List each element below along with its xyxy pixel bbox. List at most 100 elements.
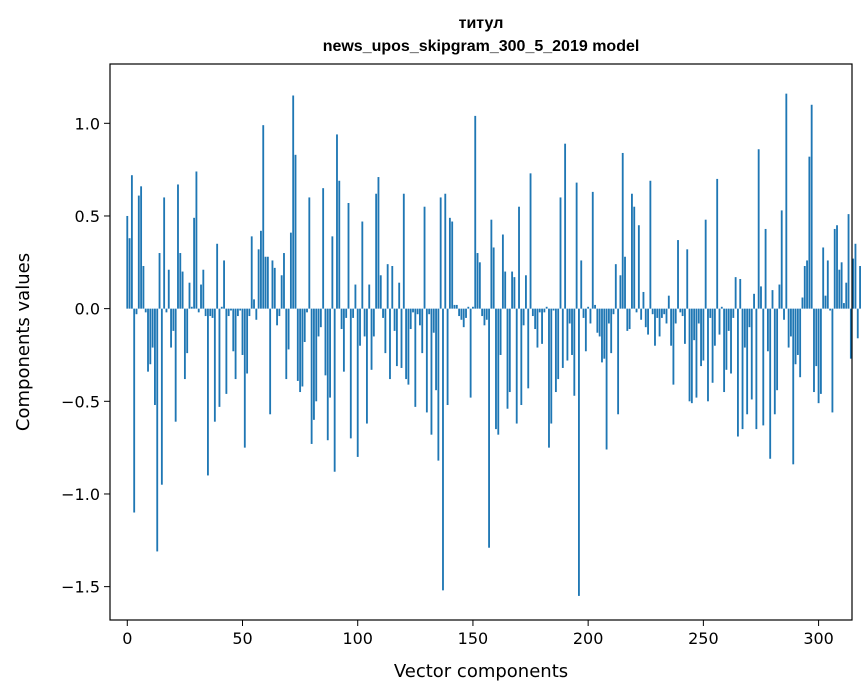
bar-126	[416, 308, 419, 315]
bar-84	[319, 308, 322, 328]
bar-128	[421, 308, 424, 354]
bar-30	[195, 171, 198, 309]
bar-229	[654, 308, 656, 346]
bar-175	[529, 173, 532, 309]
bar-113	[386, 264, 389, 309]
x-tick-label: 0	[122, 629, 132, 648]
bar-67	[280, 275, 283, 309]
bar-23	[179, 253, 182, 309]
bar-270	[748, 308, 751, 328]
bar-38	[213, 308, 216, 422]
bar-111	[382, 308, 384, 318]
bar-159	[492, 247, 495, 309]
y-axis-ticks: −1.5 −1.0 −0.5 0.0 0.5 1.0	[61, 114, 110, 597]
bar-141	[451, 221, 454, 309]
bar-313	[847, 214, 850, 309]
x-tick-label: 50	[232, 629, 252, 648]
bar-160	[495, 308, 497, 430]
bar-208	[605, 308, 608, 450]
bar-71	[289, 232, 292, 309]
bar-149	[469, 308, 472, 398]
bar-140	[448, 217, 451, 309]
bar-143	[455, 304, 458, 309]
bar-223	[640, 308, 643, 320]
bar-239	[677, 240, 679, 309]
bar-318	[859, 266, 861, 309]
bar-4	[135, 308, 138, 315]
bar-118	[398, 282, 401, 309]
bar-265	[737, 308, 739, 437]
bar-263	[732, 308, 735, 318]
bar-16	[163, 197, 166, 309]
bar-43	[225, 308, 228, 394]
bar-166	[508, 308, 511, 393]
bar-46	[232, 308, 235, 352]
bar-122	[407, 308, 410, 385]
bar-64	[273, 267, 276, 309]
bar-20	[172, 308, 175, 331]
bar-186	[554, 308, 557, 393]
bar-112	[384, 308, 387, 354]
bar-5	[137, 195, 140, 309]
bar-58	[260, 230, 262, 309]
bar-244	[688, 308, 691, 402]
bar-253	[709, 308, 712, 318]
bar-92	[338, 180, 341, 309]
bar-299	[815, 308, 818, 367]
bar-258	[720, 306, 723, 309]
bar-243	[686, 249, 689, 309]
bar-308	[836, 225, 838, 309]
bar-233	[663, 308, 666, 315]
bar-246	[693, 308, 696, 341]
bar-245	[690, 308, 693, 404]
y-tick-label: 1.0	[75, 114, 100, 133]
bar-62	[269, 308, 272, 415]
bar-32	[200, 284, 202, 309]
bar-120	[402, 193, 405, 309]
bar-266	[739, 278, 742, 309]
bar-29	[193, 217, 196, 309]
bar-42	[223, 260, 225, 309]
bar-227	[649, 180, 652, 309]
bar-95	[345, 308, 348, 318]
bar-242	[684, 308, 686, 344]
bar-202	[591, 191, 594, 309]
bar-189	[561, 308, 564, 368]
bar-273	[755, 308, 758, 430]
bar-135	[437, 308, 440, 461]
bar-276	[762, 308, 765, 426]
y-tick-label: 0.0	[75, 300, 100, 319]
bar-18	[167, 269, 170, 309]
bar-79	[308, 197, 311, 309]
bar-280	[771, 290, 774, 309]
bar-240	[679, 308, 682, 313]
bar-168	[513, 277, 516, 309]
bar-88	[329, 308, 331, 398]
bar-206	[601, 308, 603, 363]
bar-191	[566, 308, 569, 361]
bar-90	[333, 308, 336, 472]
bar-269	[746, 308, 749, 415]
bar-115	[391, 266, 394, 309]
bar-302	[822, 247, 825, 309]
bar-164	[504, 271, 507, 309]
bar-94	[342, 308, 345, 372]
bar-177	[534, 308, 537, 330]
bar-97	[349, 308, 352, 439]
bar-45	[230, 308, 232, 311]
bar-10	[149, 308, 152, 365]
x-tick-label: 300	[803, 629, 834, 648]
bar-153	[478, 262, 481, 309]
bar-301	[819, 308, 822, 394]
bar-179	[538, 308, 541, 313]
bar-232	[660, 308, 663, 318]
bar-139	[446, 308, 449, 406]
bar-235	[667, 295, 670, 309]
bar-317	[856, 308, 859, 339]
x-tick-label: 200	[573, 629, 604, 648]
bar-series	[126, 93, 861, 596]
bar-82	[315, 308, 318, 402]
bar-51	[243, 308, 246, 448]
bar-37	[211, 308, 214, 318]
bar-284	[780, 210, 783, 309]
